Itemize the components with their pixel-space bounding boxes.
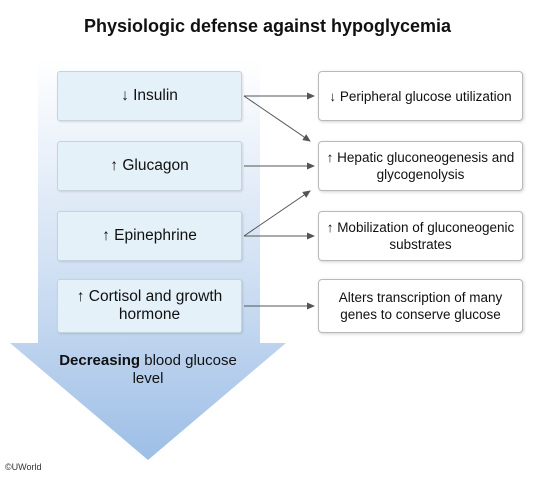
factor-epinephrine: ↑ Epinephrine — [57, 211, 242, 261]
arrow-caption-bold: Decreasing — [59, 352, 141, 369]
arrow-caption: Decreasing blood glucose level — [50, 352, 246, 388]
effect-hepatic-gluconeogenesis: ↑ Hepatic gluconeogenesis and glycogenol… — [318, 141, 523, 191]
factor-glucagon: ↑ Glucagon — [57, 141, 242, 191]
effect-alters-transcription: Alters transcription of many genes to co… — [318, 279, 523, 333]
effect-peripheral-glucose-utilization: ↓ Peripheral glucose utilization — [318, 71, 523, 121]
effect-mobilization-substrates: ↑ Mobilization of gluconeogenic substrat… — [318, 211, 523, 261]
connector-arrows — [243, 92, 315, 310]
connector-insulin-to-hepatic — [243, 95, 311, 142]
factor-cortisol-growth-hormone: ↑ Cortisol and growth hormone — [57, 279, 242, 333]
connector-epinephrine-to-hepatic — [243, 190, 311, 237]
credit-label: ©UWorld — [5, 462, 42, 472]
factor-insulin: ↓ Insulin — [57, 71, 242, 121]
arrow-caption-rest: blood glucose level — [132, 352, 237, 387]
diagram-title: Physiologic defense against hypoglycemia — [83, 16, 452, 36]
